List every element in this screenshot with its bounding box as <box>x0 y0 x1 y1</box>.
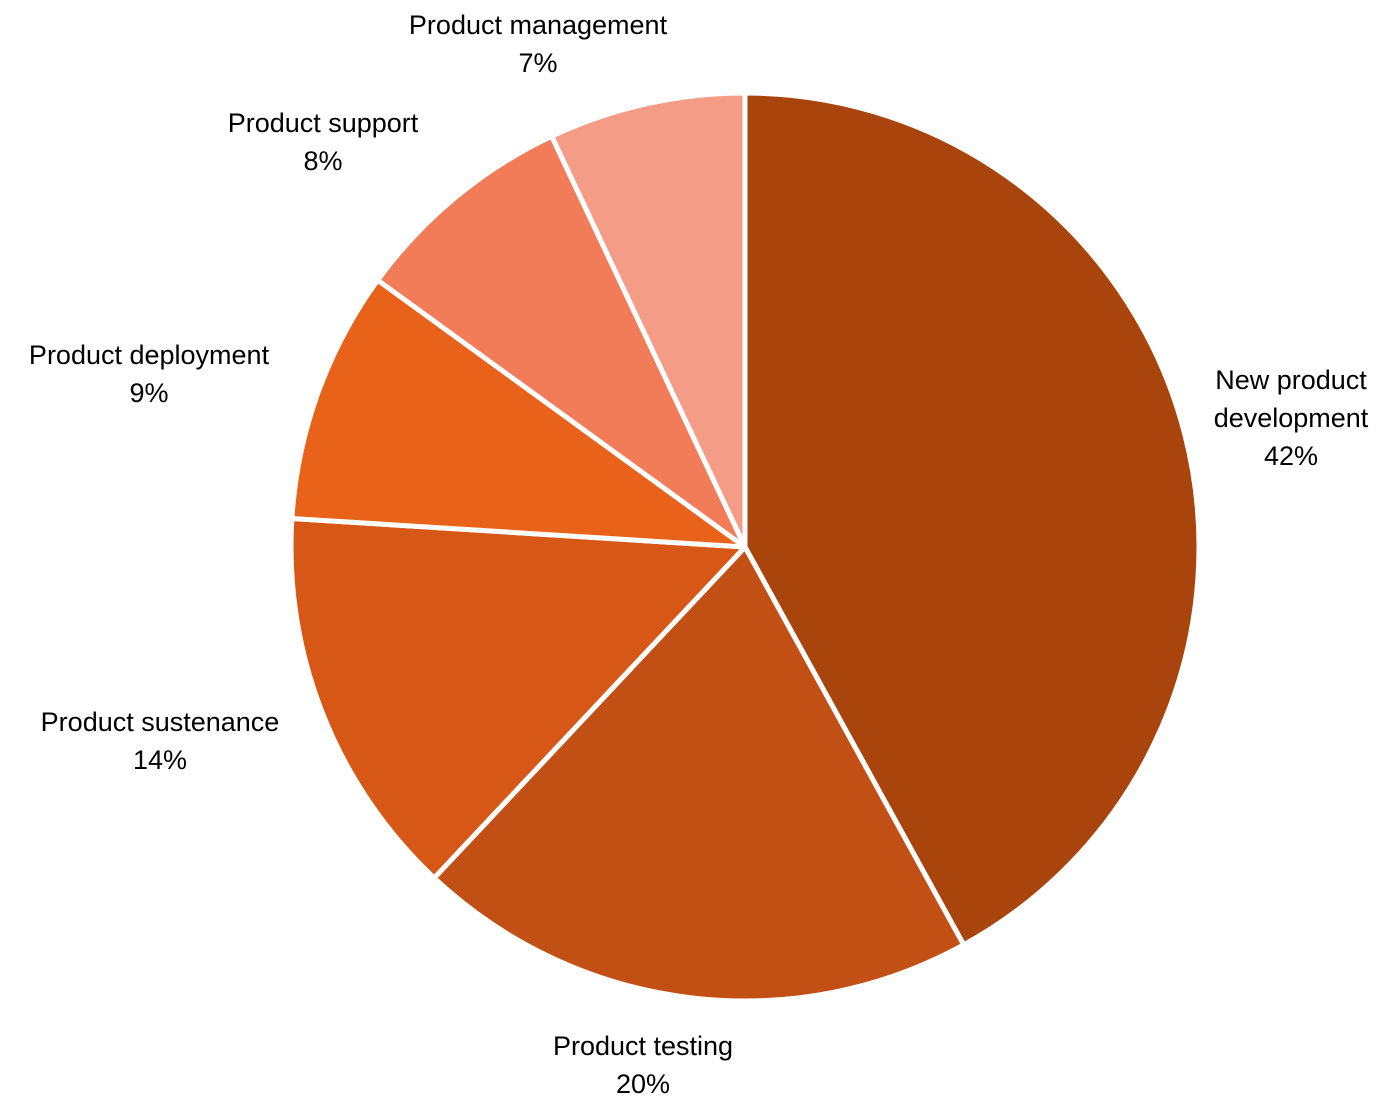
data-label-value: 9% <box>129 378 169 408</box>
pie-slice-product-management <box>549 90 748 550</box>
pie-slice-product-testing <box>431 544 967 1004</box>
data-label-value: 14% <box>132 745 188 775</box>
data-label-product-deployment: Product deployment 9% <box>29 336 269 412</box>
data-label-value: 42% <box>1263 441 1319 471</box>
pie-slice-product-support <box>375 133 748 550</box>
data-label-product-support: Product support 8% <box>228 104 419 180</box>
data-label-category: Product testing <box>552 1031 734 1061</box>
pie-slice-product-sustenance <box>288 515 748 881</box>
pie-slice-product-deployment <box>289 277 748 550</box>
data-label-category: New product <box>1215 365 1367 395</box>
data-label-category: Product support <box>227 108 419 138</box>
data-label-category: Product sustenance <box>40 707 280 737</box>
data-label-new-product-development: New product development 42% <box>1214 361 1369 475</box>
data-label-value: 8% <box>303 146 343 176</box>
data-label-category: Product deployment <box>28 340 270 370</box>
data-label-product-sustenance: Product sustenance 14% <box>41 703 280 779</box>
data-label-product-management: Product management 7% <box>409 6 667 82</box>
pie-slice-new-product-development <box>742 90 1202 948</box>
data-label-product-testing: Product testing 20% <box>553 1027 733 1103</box>
data-label-category: Product management <box>408 10 668 40</box>
data-label-category: development <box>1213 403 1369 433</box>
data-label-value: 20% <box>615 1069 671 1099</box>
data-label-value: 7% <box>518 48 558 78</box>
